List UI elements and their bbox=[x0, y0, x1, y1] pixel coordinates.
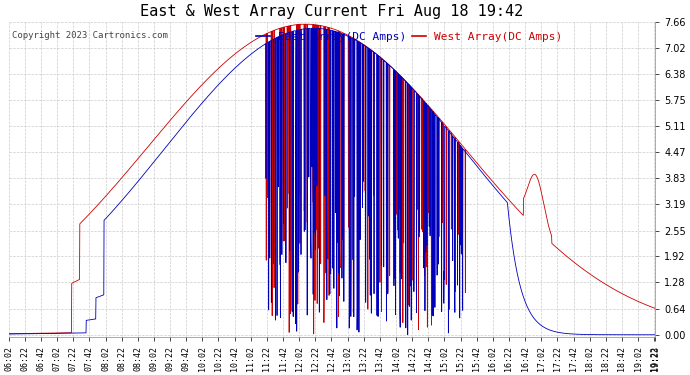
Legend: East Array(DC Amps), West Array(DC Amps): East Array(DC Amps), West Array(DC Amps) bbox=[252, 27, 567, 46]
Text: Copyright 2023 Cartronics.com: Copyright 2023 Cartronics.com bbox=[12, 31, 168, 40]
Title: East & West Array Current Fri Aug 18 19:42: East & West Array Current Fri Aug 18 19:… bbox=[140, 4, 524, 19]
